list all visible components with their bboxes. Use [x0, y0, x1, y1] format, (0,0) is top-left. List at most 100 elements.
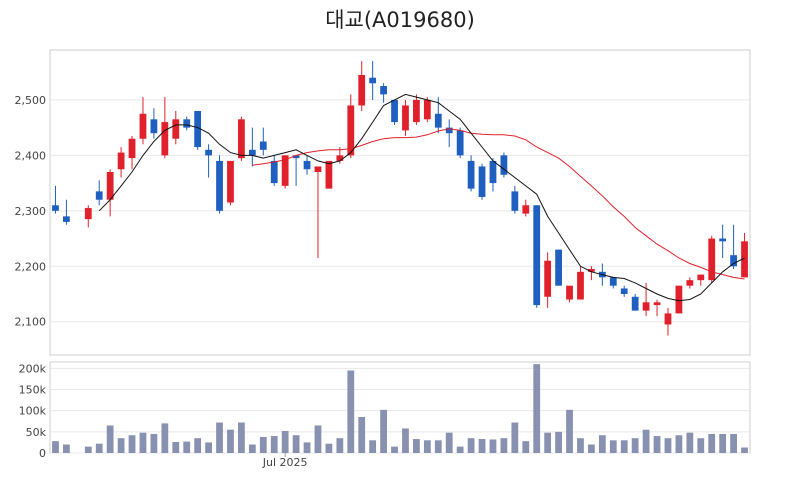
volume-bar	[445, 432, 453, 453]
candle-body	[577, 271, 584, 300]
price-panel-frame	[49, 49, 751, 356]
candle-body	[588, 269, 595, 272]
price-ytick-label: 2,300	[15, 205, 47, 218]
candle-body	[566, 285, 573, 300]
candle-body	[697, 274, 705, 281]
volume-bar	[259, 436, 267, 453]
candle-body	[555, 249, 562, 286]
volume-bar	[183, 441, 191, 453]
volume-bar	[194, 438, 202, 453]
candle-body	[281, 155, 289, 186]
volume-bar	[95, 443, 103, 453]
volume-bar	[434, 440, 442, 453]
candle-body	[686, 280, 694, 286]
candle-body	[522, 205, 530, 214]
candle-body	[500, 155, 508, 175]
candle-body	[434, 113, 442, 128]
volume-bar	[402, 428, 409, 453]
volume-bar	[697, 438, 705, 453]
candle-body	[456, 130, 464, 156]
candle-body	[380, 86, 387, 95]
volume-bar	[467, 438, 475, 453]
volume-bar	[686, 432, 694, 453]
volume-bar	[620, 440, 628, 453]
volume-bar	[227, 429, 234, 453]
candle-body	[391, 99, 398, 123]
candle-body	[336, 155, 344, 161]
volume-bar	[577, 438, 584, 453]
price-ytick-label: 2,500	[15, 94, 47, 107]
candle-body	[194, 111, 202, 148]
volume-bar	[63, 444, 70, 453]
volume-bar	[741, 447, 748, 453]
volume-bar	[172, 441, 180, 453]
volume-bar	[391, 446, 398, 453]
candle-body	[402, 105, 409, 131]
candle-body	[139, 113, 147, 139]
volume-bar	[642, 429, 650, 453]
volume-bar	[413, 439, 420, 453]
candle-body	[423, 99, 431, 120]
volume-ytick-label: 50k	[26, 426, 47, 439]
volume-bar	[216, 422, 223, 453]
candle-body	[117, 152, 125, 170]
volume-bar	[664, 438, 672, 453]
volume-bar	[533, 364, 541, 453]
candle-body	[620, 288, 628, 294]
volume-bar	[336, 438, 344, 453]
volume-bar	[609, 440, 617, 453]
volume-bar	[325, 443, 333, 453]
candle-body	[653, 302, 661, 306]
candle-body	[314, 166, 322, 172]
candle-body	[642, 302, 650, 311]
volume-bar	[478, 439, 486, 453]
volume-bar	[380, 409, 387, 453]
volume-bar	[708, 433, 716, 453]
candle-body	[369, 77, 377, 84]
candle-body	[292, 155, 300, 159]
candle-body	[609, 277, 617, 286]
volume-bar	[106, 425, 114, 453]
candle-body	[205, 149, 212, 156]
volume-bar	[522, 441, 530, 453]
candle-body	[52, 205, 59, 211]
volume-bar	[598, 435, 606, 453]
candle-body	[730, 255, 737, 267]
volume-bar	[205, 442, 212, 453]
volume-bar	[511, 422, 519, 453]
candle-body	[95, 191, 103, 200]
volume-bar	[500, 438, 508, 453]
candle-body	[478, 166, 486, 197]
candle-body	[511, 191, 519, 211]
candle-body	[741, 241, 748, 278]
volume-bar	[281, 430, 289, 453]
moving-average-long	[252, 128, 745, 280]
candle-body	[413, 99, 420, 123]
volume-bar	[139, 432, 147, 453]
volume-bar	[566, 409, 573, 453]
candle-body	[216, 160, 223, 211]
candle-body	[259, 141, 267, 150]
candle-body	[84, 208, 92, 220]
volume-bar	[555, 431, 562, 453]
volume-bar	[117, 438, 125, 453]
xtick-label: Jul 2025	[262, 456, 308, 469]
candle-body	[708, 238, 716, 281]
volume-bar	[719, 433, 727, 453]
candle-body	[172, 119, 180, 139]
volume-bar	[84, 446, 92, 453]
volume-bar	[456, 446, 464, 453]
price-ytick-label: 2,400	[15, 149, 47, 162]
candle-body	[161, 122, 169, 156]
candle-body	[325, 160, 333, 189]
volume-bar	[588, 444, 595, 453]
volume-bar	[631, 438, 639, 453]
volume-bar	[369, 440, 377, 453]
candle-body	[63, 216, 70, 222]
volume-bar	[128, 435, 136, 453]
volume-bar	[150, 433, 158, 453]
price-panel: 2,100 2,200 2,300 2,400 2,500	[15, 49, 751, 356]
candle-body	[664, 313, 672, 325]
volume-panel: 0 50k 100k 150k 200k Jul 2025	[19, 361, 751, 469]
